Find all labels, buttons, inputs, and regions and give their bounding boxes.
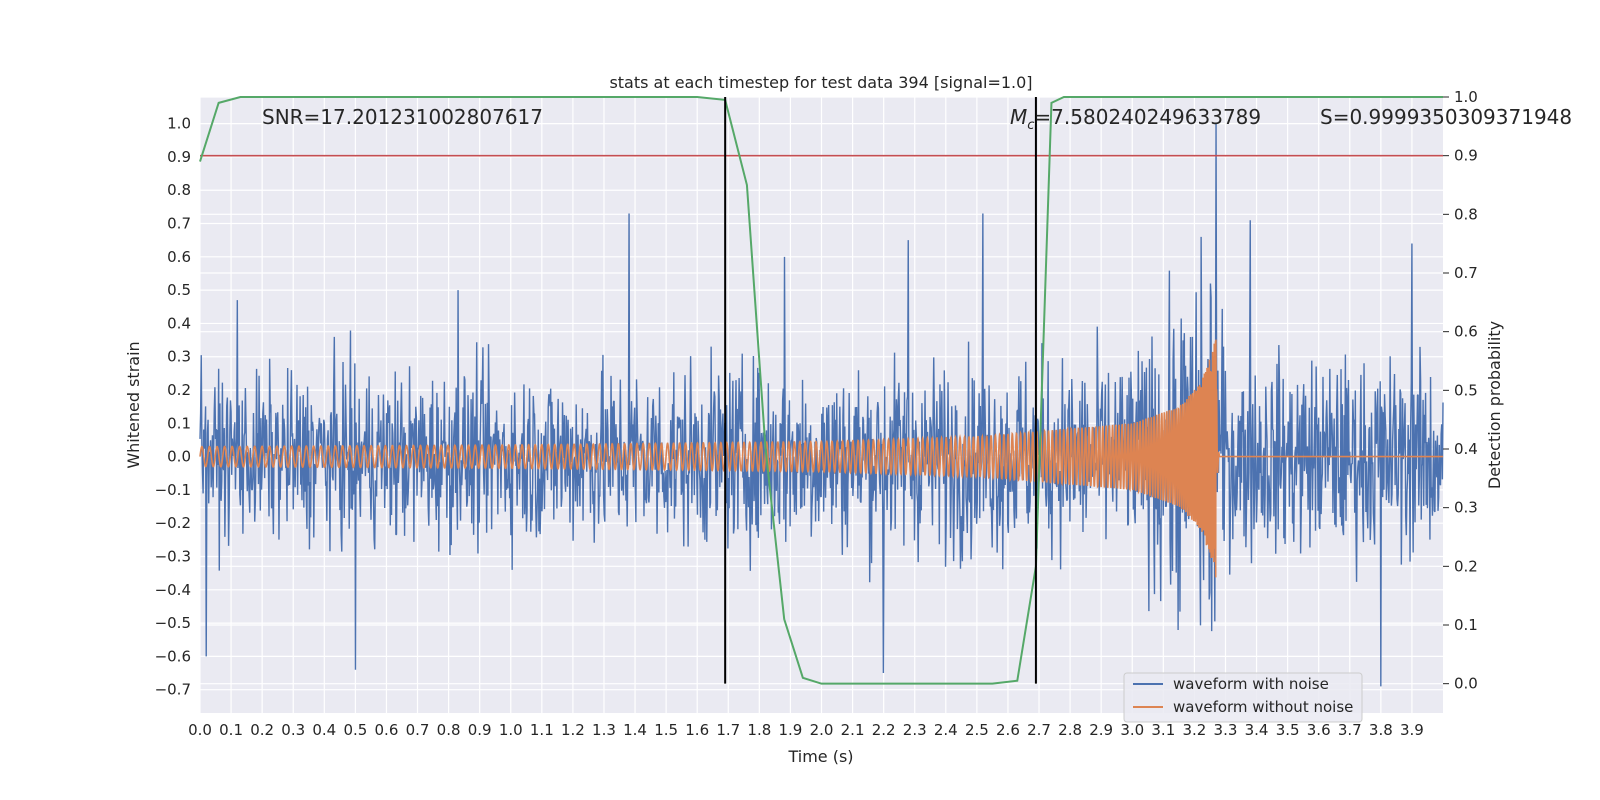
x-tick-label: 1.8: [747, 721, 771, 739]
y-left-tick-label: −0.6: [155, 647, 191, 665]
x-tick-label: 0.5: [343, 721, 367, 739]
y-right-tick-label: 0.5: [1454, 381, 1478, 399]
x-tick-label: 2.0: [810, 721, 834, 739]
x-tick-label: 3.9: [1400, 721, 1424, 739]
x-tick-label: 0.3: [281, 721, 305, 739]
x-tick-label: 0.6: [375, 721, 399, 739]
noise-series: [199, 123, 1444, 687]
y-left-tick-label: −0.3: [155, 548, 191, 566]
y-left-tick-label: 0.5: [167, 281, 191, 299]
x-tick-label: 2.5: [965, 721, 989, 739]
y-right-tick-label: 0.7: [1454, 264, 1478, 282]
legend-label-noise: waveform with noise: [1173, 675, 1329, 693]
legend: waveform with noise waveform without noi…: [1123, 672, 1363, 723]
detection-probability-line: [199, 96, 1443, 685]
y-left-tick-label: 0.6: [167, 248, 191, 266]
x-tick-label: 3.1: [1151, 721, 1175, 739]
y-left-tick-label: −0.5: [155, 614, 191, 632]
x-tick-label: 1.0: [499, 721, 523, 739]
x-tick-label: 2.9: [1089, 721, 1113, 739]
x-tick-label: 1.5: [654, 721, 678, 739]
x-tick-label: 2.4: [934, 721, 958, 739]
x-tick-label: 3.7: [1338, 721, 1362, 739]
clean-series: [199, 339, 1443, 578]
x-tick-label: 2.7: [1027, 721, 1051, 739]
y-left-tick-label: 0.1: [167, 414, 191, 432]
y-left-tick-label: 0.8: [167, 181, 191, 199]
noise-waveform-line: [199, 123, 1444, 687]
y-right-tick-label: 0.3: [1454, 499, 1478, 517]
y-left-tick-label: 0.7: [167, 215, 191, 233]
y-right-tick-label: 0.2: [1454, 557, 1478, 575]
x-tick-label: 3.8: [1369, 721, 1393, 739]
x-tick-label: 3.4: [1245, 721, 1269, 739]
x-tick-label: 1.9: [778, 721, 802, 739]
y-right-tick-label: 0.1: [1454, 616, 1478, 634]
y-right-tick-label: 0.8: [1454, 205, 1478, 223]
y-left-tick-label: 0.9: [167, 148, 191, 166]
x-tick-labels: 0.0 0.1 0.2 0.3 0.4 0.5 0.6 0.7 0.8 0.9 1.0 1.1 1.2 1…: [188, 721, 1424, 739]
x-grid: [199, 97, 1413, 713]
chirp-mass-subscript: c: [1027, 118, 1034, 133]
x-tick-label: 0.2: [250, 721, 274, 739]
snr-annotation: SNR=17.201231002807617: [262, 105, 543, 129]
y-right-axis-label: Detection probability: [1485, 321, 1504, 489]
x-tick-label: 0.4: [312, 721, 336, 739]
y-left-tick-label: −0.4: [155, 581, 191, 599]
x-tick-label: 0.9: [468, 721, 492, 739]
y-left-tick-label: 0.3: [167, 348, 191, 366]
y-left-tick-label: 1.0: [167, 115, 191, 133]
x-tick-label: 1.4: [623, 721, 647, 739]
y-right-tick-label: 0.6: [1454, 323, 1478, 341]
x-tick-label: 2.2: [872, 721, 896, 739]
y-left-tick-label: 0.4: [167, 314, 191, 332]
chirp-mass-annotation: Mc=7.580240249633789: [1010, 105, 1261, 133]
x-tick-label: 3.3: [1214, 721, 1238, 739]
x-tick-label: 2.1: [841, 721, 865, 739]
y-left-tick-label: −0.1: [155, 481, 191, 499]
x-tick-label: 1.2: [561, 721, 585, 739]
y-left-tick-label: −0.7: [155, 681, 191, 699]
legend-box: [1123, 672, 1363, 723]
x-tick-label: 2.3: [903, 721, 927, 739]
x-tick-label: 0.1: [219, 721, 243, 739]
y-right-tick-label: 0.0: [1454, 675, 1478, 693]
chirp-mass-symbol: M: [1010, 105, 1027, 129]
x-tick-label: 3.5: [1276, 721, 1300, 739]
y-left-tick-label: 0.0: [167, 448, 191, 466]
y-left-tick-label: 0.2: [167, 381, 191, 399]
chirp-mass-value: =7.580240249633789: [1034, 105, 1261, 129]
x-tick-label: 0.0: [188, 721, 212, 739]
y-left-tick-label: −0.2: [155, 514, 191, 532]
y-right-tick-labels: 1.0 0.9 0.8 0.7 0.6 0.5 0.4 0.3 0.2 0.1 0.0: [1443, 88, 1478, 693]
chart-title: stats at each timestep for test data 394…: [609, 73, 1032, 92]
legend-label-clean: waveform without noise: [1173, 698, 1353, 716]
x-tick-label: 3.0: [1120, 721, 1144, 739]
x-tick-label: 0.8: [437, 721, 461, 739]
y-right-tick-label: 1.0: [1454, 88, 1478, 106]
x-tick-label: 1.3: [592, 721, 616, 739]
y-left-grid: [200, 123, 1443, 691]
x-tick-label: 2.6: [996, 721, 1020, 739]
overlay-series: [199, 96, 1443, 685]
x-tick-label: 1.7: [716, 721, 740, 739]
y-left-axis-label: Whitened strain: [124, 341, 143, 468]
x-tick-label: 2.8: [1058, 721, 1082, 739]
y-right-tick-label: 0.9: [1454, 147, 1478, 165]
y-right-tick-label: 0.4: [1454, 440, 1478, 458]
x-tick-label: 3.6: [1307, 721, 1331, 739]
x-tick-label: 1.6: [685, 721, 709, 739]
x-axis-label: Time (s): [787, 747, 853, 766]
x-tick-label: 0.7: [406, 721, 430, 739]
clean-waveform-line: [199, 339, 1443, 578]
s-annotation: S=0.9999350309371948: [1320, 105, 1572, 129]
y-left-tick-labels: 1.0 0.9 0.8 0.7 0.6 0.5 0.4 0.3 0.2 0.1 0.0 −0.1 −0.…: [155, 115, 191, 699]
x-tick-label: 3.2: [1182, 721, 1206, 739]
x-tick-label: 1.1: [530, 721, 554, 739]
